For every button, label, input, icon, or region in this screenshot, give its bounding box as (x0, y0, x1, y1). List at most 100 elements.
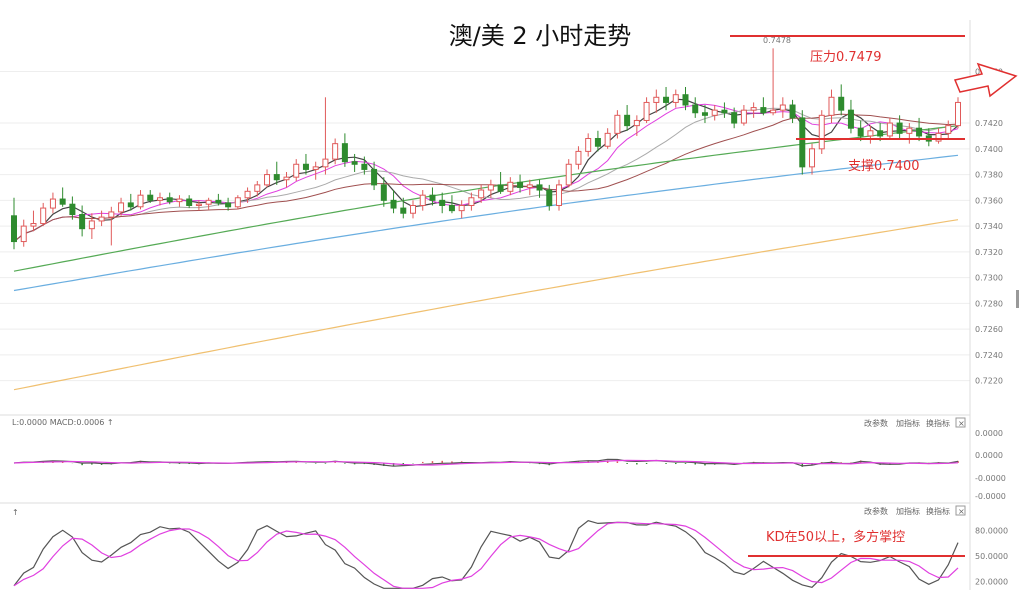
arrow-right-icon (953, 62, 1018, 98)
candle-body (244, 190, 251, 199)
candle-body (692, 104, 699, 114)
main-grid (0, 20, 971, 590)
chart-title: 澳/美 2 小时走势 (449, 22, 632, 50)
candle-body (594, 138, 601, 147)
candle-body (731, 112, 738, 124)
macd-label: L:0.0000 MACD:0.0006 ↑ (12, 418, 114, 427)
candle-body (877, 130, 884, 137)
candle-body (682, 94, 689, 106)
y-tick-label: 0.7400 (975, 145, 1003, 154)
macd-switch-indicator-button[interactable]: 换指标 (926, 418, 950, 428)
candle-body (186, 198, 193, 206)
candle-body (332, 143, 339, 160)
y-tick-label: 0.7320 (975, 248, 1003, 257)
candle-body (88, 220, 95, 230)
candle-body (147, 194, 154, 201)
kd-k-line (13, 520, 959, 589)
candle-body (565, 163, 572, 186)
candle-body (468, 197, 475, 206)
candle-body (653, 96, 660, 103)
candle-body (264, 174, 271, 186)
candle-body (546, 189, 553, 206)
candle-body (517, 181, 524, 188)
candle-body (439, 199, 446, 206)
y-tick-label: 0.7280 (975, 299, 1003, 308)
candle-body (955, 101, 961, 127)
candle-body (273, 174, 280, 181)
candle-body (390, 199, 397, 209)
candle-body (254, 184, 261, 192)
macd-y-tick: -0.0000 (975, 492, 1006, 501)
candle-body (770, 109, 777, 114)
macd-close-icon[interactable] (955, 417, 966, 428)
candle-body (663, 96, 670, 103)
y-tick-label: 0.7300 (975, 274, 1003, 283)
candle-body (195, 203, 202, 206)
candle-body (351, 161, 358, 165)
macd-edit-params-button[interactable]: 改参数 (864, 418, 888, 428)
candle-body (497, 184, 504, 192)
ma-fast-line (13, 98, 959, 243)
candle-body (341, 143, 348, 163)
candle-body (118, 202, 125, 213)
kd-close-icon[interactable] (955, 505, 966, 516)
support-label: 支撑0.7400 (848, 159, 920, 174)
macd-dea-line (13, 459, 959, 466)
candle-body (867, 130, 874, 137)
ma-brown-line (13, 113, 959, 242)
kd-y-tick: 50.0000 (975, 552, 1008, 561)
kd-edit-params-button[interactable]: 改参数 (864, 506, 888, 516)
candle-body (400, 207, 407, 214)
macd-add-indicator-button[interactable]: 加指标 (896, 418, 920, 428)
candle-body (701, 112, 708, 116)
kd-switch-indicator-button[interactable]: 换指标 (926, 506, 950, 516)
macd-y-tick: 0.0000 (975, 429, 1003, 438)
candle-body (906, 127, 913, 134)
candle-body (779, 104, 786, 111)
candle-body (322, 158, 329, 168)
kd-y-tick: 80.0000 (975, 527, 1008, 536)
svg-text:×: × (958, 507, 965, 516)
candle-body (215, 199, 222, 204)
candle-body (419, 194, 426, 206)
candle-body (371, 168, 378, 186)
macd-y-tick: -0.0000 (975, 474, 1006, 483)
candle-body (799, 117, 806, 168)
candle-body (750, 107, 757, 111)
candle-body (828, 96, 835, 116)
candle-body (59, 198, 66, 205)
candle-body (69, 203, 76, 216)
kd-annotation: KD在50以上，多方掌控 (766, 529, 905, 545)
candle-body (740, 109, 747, 124)
candle-body (555, 184, 562, 206)
candle-body (283, 176, 290, 181)
candle-body (886, 122, 893, 137)
y-tick-label: 0.7340 (975, 222, 1003, 231)
candle-body (30, 223, 37, 227)
scroll-handle[interactable] (1016, 290, 1019, 308)
candle-body (20, 225, 27, 243)
candle-body (585, 138, 592, 152)
candle-body (633, 119, 640, 127)
candle-body (760, 107, 767, 114)
candle-body (312, 166, 319, 170)
candle-body (789, 104, 796, 119)
resistance-label: 压力0.7479 (810, 50, 882, 65)
kd-add-indicator-button[interactable]: 加指标 (896, 506, 920, 516)
candle-body (49, 198, 56, 209)
support-resistance-annotations: 压力0.7479 支撑0.7400 0.7478 (730, 35, 965, 174)
macd-controls: 改参数 加指标 换指标 × (864, 417, 966, 428)
price-axis: 0.74600.74200.74000.73800.73600.73400.73… (975, 68, 1003, 386)
ma-blue-line (13, 154, 959, 292)
candle-body (448, 204, 455, 212)
candle-body (935, 132, 942, 142)
svg-text:×: × (958, 419, 965, 428)
candle-body (361, 163, 368, 170)
candle-body (624, 114, 631, 127)
candle-body (380, 184, 387, 201)
y-tick-label: 0.7360 (975, 196, 1003, 205)
kd-controls: 改参数 加指标 换指标 × (864, 505, 966, 516)
candle-body (916, 127, 923, 137)
candle-body (721, 109, 728, 114)
candle-body (108, 211, 115, 218)
